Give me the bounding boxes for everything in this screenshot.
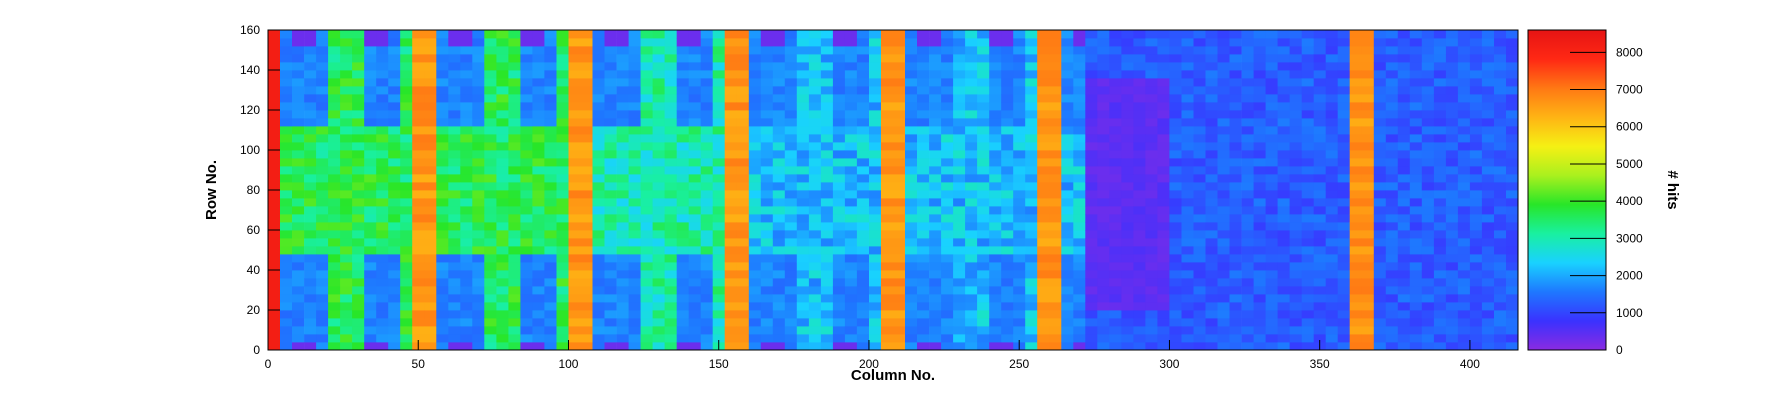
colorbar-tick-label: 8000 [1616,45,1643,59]
x-axis-title: Column No. [851,367,935,384]
colorbar-tick-label: 1000 [1616,306,1643,320]
y-axis: 0 20 40 60 80 100 120 140 160 [240,23,280,357]
y-tick-label: 0 [253,343,260,357]
x-tick-label: 200 [859,357,879,371]
x-axis: 0 50 100 150 200 250 300 350 400 [265,340,1480,371]
x-tick-label: 0 [265,357,272,371]
x-tick-label: 300 [1159,357,1179,371]
x-tick-label: 350 [1310,357,1330,371]
colorbar-frame [1527,29,1607,351]
colorbar-tick-label: 4000 [1616,194,1643,208]
colorbar-tick-label: 6000 [1616,120,1643,134]
colorbar-tick-label: 7000 [1616,83,1643,97]
colorbar-tick-label: 3000 [1616,231,1643,245]
y-tick-label: 140 [240,63,260,77]
colorbar-axis: 0 1000 2000 3000 4000 5000 6000 7000 8000 [1570,45,1643,357]
x-tick-label: 250 [1009,357,1029,371]
heatmap-cells [268,30,1518,350]
colorbar-tick-label: 5000 [1616,157,1643,171]
colorbar-tick-label: 2000 [1616,269,1643,283]
y-axis-title: Row No. [203,160,220,220]
y-tick-label: 160 [240,23,260,37]
x-tick-label: 100 [558,357,578,371]
colorbar-tick-label: 0 [1616,343,1623,357]
y-tick-label: 100 [240,143,260,157]
y-tick-label: 20 [247,303,261,317]
colorbar-title: # hits [1664,170,1681,209]
y-tick-label: 80 [247,183,261,197]
y-tick-label: 120 [240,103,260,117]
colorbar [1528,30,1606,350]
y-tick-label: 60 [247,223,261,237]
x-tick-label: 50 [412,357,426,371]
x-tick-label: 150 [709,357,729,371]
x-tick-label: 400 [1460,357,1480,371]
y-tick-label: 40 [247,263,261,277]
